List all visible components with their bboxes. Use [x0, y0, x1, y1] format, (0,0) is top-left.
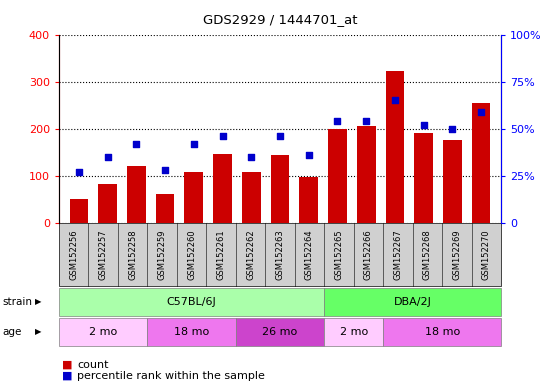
Text: GSM152257: GSM152257: [99, 229, 108, 280]
Point: [74, 169, 83, 175]
Point: [218, 133, 227, 139]
Bar: [414, 133, 433, 223]
Bar: [127, 166, 146, 223]
Point: [276, 133, 284, 139]
Text: 2 mo: 2 mo: [89, 327, 117, 337]
Point: [419, 122, 428, 128]
Text: GSM152265: GSM152265: [334, 229, 343, 280]
Text: GSM152258: GSM152258: [128, 229, 137, 280]
Text: 18 mo: 18 mo: [424, 327, 460, 337]
Point: [161, 167, 170, 173]
Text: GSM152269: GSM152269: [452, 229, 461, 280]
Point: [477, 109, 486, 115]
Text: GSM152259: GSM152259: [157, 229, 166, 280]
Bar: [300, 177, 318, 223]
Bar: [184, 172, 203, 223]
Bar: [156, 195, 174, 223]
Text: 18 mo: 18 mo: [174, 327, 209, 337]
Text: ▶: ▶: [35, 297, 41, 306]
Text: strain: strain: [3, 297, 33, 307]
Bar: [69, 199, 88, 223]
Bar: [242, 172, 260, 223]
Text: C57BL/6J: C57BL/6J: [167, 297, 216, 307]
Bar: [443, 141, 461, 223]
Point: [189, 141, 198, 147]
Point: [333, 118, 342, 124]
Text: GSM152270: GSM152270: [482, 229, 491, 280]
Bar: [386, 71, 404, 223]
Point: [103, 154, 112, 160]
Text: GSM152256: GSM152256: [69, 229, 78, 280]
Text: ▶: ▶: [35, 327, 41, 336]
Text: GDS2929 / 1444701_at: GDS2929 / 1444701_at: [203, 13, 357, 26]
Text: GSM152264: GSM152264: [305, 229, 314, 280]
Text: count: count: [77, 360, 109, 370]
Text: GSM152260: GSM152260: [187, 229, 196, 280]
Text: 2 mo: 2 mo: [339, 327, 368, 337]
Text: DBA/2J: DBA/2J: [394, 297, 432, 307]
Text: GSM152266: GSM152266: [364, 229, 373, 280]
Text: ■: ■: [62, 371, 76, 381]
Bar: [328, 129, 347, 223]
Text: GSM152267: GSM152267: [394, 229, 403, 280]
Point: [362, 118, 371, 124]
Bar: [357, 126, 376, 223]
Point: [304, 152, 313, 158]
Point: [390, 98, 399, 104]
Bar: [213, 154, 232, 223]
Text: 26 mo: 26 mo: [263, 327, 297, 337]
Text: age: age: [3, 327, 22, 337]
Bar: [270, 156, 290, 223]
Point: [247, 154, 256, 160]
Point: [448, 126, 457, 132]
Bar: [472, 103, 491, 223]
Point: [132, 141, 141, 147]
Text: ■: ■: [62, 360, 76, 370]
Text: percentile rank within the sample: percentile rank within the sample: [77, 371, 265, 381]
Bar: [99, 184, 117, 223]
Text: GSM152268: GSM152268: [423, 229, 432, 280]
Text: GSM152263: GSM152263: [276, 229, 284, 280]
Text: GSM152262: GSM152262: [246, 229, 255, 280]
Text: GSM152261: GSM152261: [217, 229, 226, 280]
